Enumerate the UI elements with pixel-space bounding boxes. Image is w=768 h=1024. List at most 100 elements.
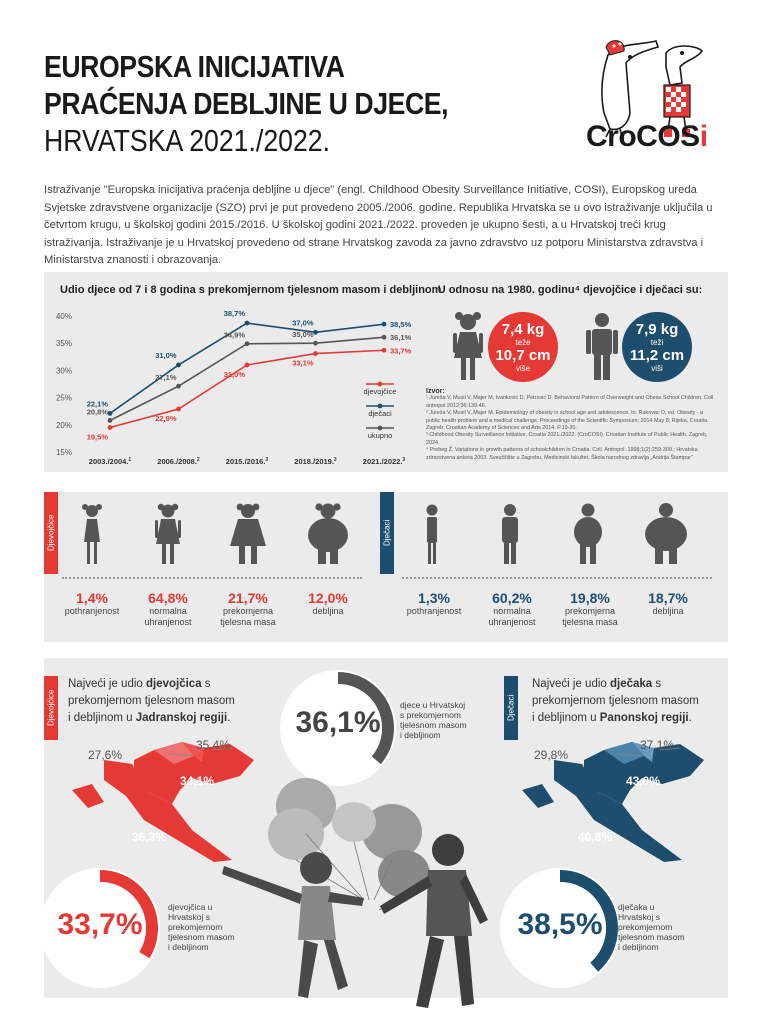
girls-region-3-pct: 34,1% xyxy=(180,774,215,788)
girls-region-2-pct: 35,4% xyxy=(196,738,231,752)
girls-divider xyxy=(62,577,362,579)
boys-total-pct: 38,5% xyxy=(517,908,603,941)
x-tick-label: 2003./2004.1 xyxy=(89,457,132,466)
data-point xyxy=(381,321,387,327)
boys-region-4-pct: 40,8% xyxy=(578,830,613,844)
boys-region-2-pct: 37,1% xyxy=(640,738,675,752)
boys-croatia-map xyxy=(522,742,704,862)
data-label: 31,0% xyxy=(155,351,177,360)
series-line-ukupno xyxy=(109,336,385,422)
boys-regional-text: Najveći je udio dječaka s prekomjernom t… xyxy=(532,678,699,724)
data-point xyxy=(313,351,318,356)
source-item: ¹ Jureša V, Musil V, Majer M, Ivanković … xyxy=(426,395,714,409)
girls-total-desc: djevojčica u Hrvatskoj s prekomjernom tj… xyxy=(168,902,235,952)
data-point xyxy=(107,425,113,430)
boy-silhouette-icon xyxy=(586,313,618,380)
girls-total-pct: 33,7% xyxy=(57,908,143,941)
boys-normal-label: normalna uhranjenost xyxy=(488,606,536,627)
data-point xyxy=(381,347,387,353)
sources-heading: Izvor: xyxy=(426,388,445,395)
y-tick-label: 35% xyxy=(56,339,72,348)
data-point xyxy=(176,362,181,368)
boys-overweight-pct: 19,8% xyxy=(570,590,610,606)
y-tick-label: 15% xyxy=(56,448,72,457)
data-label: 33,1% xyxy=(292,359,314,368)
compare-title: U odnosu na 1980. godinu⁴ djevojčice i d… xyxy=(437,284,703,296)
crocosi-logo-text: CroCOSi xyxy=(586,120,708,153)
legend-label: djevojčice xyxy=(364,387,397,396)
legend-marker xyxy=(377,381,383,387)
girls-obesity-pct: 12,0% xyxy=(308,590,348,606)
girls-normal-label: normalna uhranjenost xyxy=(144,606,192,627)
data-point xyxy=(176,406,181,412)
legend-label: dječaci xyxy=(368,409,392,418)
girls-ring-chart xyxy=(40,868,160,988)
legend-marker xyxy=(377,425,383,431)
x-tick-label: 2021./2022.3 xyxy=(363,457,406,466)
y-tick-label: 20% xyxy=(56,421,72,430)
data-point xyxy=(381,334,387,340)
y-tick-label: 40% xyxy=(56,312,72,321)
title-line-3: HRVATSKA 2021./2022. xyxy=(44,123,331,158)
data-label: 33,7% xyxy=(390,346,412,355)
data-label: 19,5% xyxy=(87,433,109,442)
data-label: 27,1% xyxy=(155,373,177,382)
data-label: 38,5% xyxy=(390,320,412,329)
boys-overweight-label: prekomjerna tjelesna masa xyxy=(562,606,618,627)
sources-list: Izvor: ¹ Jureša V, Musil V, Majer M, Iva… xyxy=(426,388,716,462)
data-label: 38,7% xyxy=(224,309,246,318)
girls-body-shapes-icons xyxy=(82,503,348,564)
girls-regional-text: Najveći je udio djevojčica s prekomjerno… xyxy=(68,678,235,724)
boys-tab-label: Dječaci xyxy=(380,492,394,574)
intro-paragraph: Istraživanje "Europska inicijativa praće… xyxy=(44,184,713,266)
girls-region-4-pct: 36,3% xyxy=(132,830,167,844)
source-item: ⁴ Prebeg Ž. Variations in growth pattern… xyxy=(426,447,698,461)
data-label: 34,9% xyxy=(224,331,246,340)
x-tick-label: 2018./2019.3 xyxy=(294,457,337,466)
data-point xyxy=(244,341,250,347)
crocosi-mascot-logo xyxy=(601,40,704,138)
boys-region-1-pct: 29,8% xyxy=(534,748,569,762)
series-line-djevojčice xyxy=(109,349,385,429)
children-balloons-photo xyxy=(222,778,488,1008)
data-label: 36,1% xyxy=(390,333,412,342)
trend-line-chart: 15% 20% 25% 30% 35% 40% 2003./2004.1 2006./2008… xyxy=(56,309,412,466)
girls-overweight-label: prekomjerna tjelesna masa xyxy=(220,606,276,627)
boys-total-desc: dječaka u Hrvatskoj s prekomjernom tjele… xyxy=(618,902,685,952)
y-tick-label: 25% xyxy=(56,394,72,403)
data-point xyxy=(313,329,318,335)
data-point xyxy=(176,383,181,389)
x-tick-label: 2015./2016.3 xyxy=(226,457,269,466)
girls-overweight-pct: 21,7% xyxy=(228,590,268,606)
girls-underweight-label: pothranjenost xyxy=(64,606,120,616)
boys-obesity-label: debljina xyxy=(652,606,684,616)
title-line-1: EUROPSKA INICIJATIVA xyxy=(44,49,345,84)
girls-obesity-label: debljina xyxy=(312,606,344,616)
data-point xyxy=(244,362,250,368)
data-label: 37,0% xyxy=(292,318,314,327)
girls-normal-pct: 64,8% xyxy=(148,590,188,606)
data-label: 22,9% xyxy=(155,414,177,423)
total-ring-chart xyxy=(280,670,396,786)
legend-marker xyxy=(377,403,383,409)
girls-underweight-pct: 1,4% xyxy=(76,590,108,606)
boys-ring-chart xyxy=(500,868,620,988)
girl-silhouette-icon xyxy=(453,312,483,380)
trend-panel xyxy=(44,272,728,472)
boys-underweight-pct: 1,3% xyxy=(418,590,450,606)
data-point xyxy=(244,320,250,326)
croatia-maps xyxy=(72,742,704,862)
x-tick-label: 2006./2008.2 xyxy=(157,457,200,466)
boys-growth-bubble: 7,9 kg teži 11,2 cm viši xyxy=(622,312,692,382)
y-tick-label: 30% xyxy=(56,366,72,375)
page-title: EUROPSKA INICIJATIVA PRAĆENJA DEBLJINE U… xyxy=(44,48,504,159)
total-pct: 36,1% xyxy=(295,706,381,739)
data-label: 35,0% xyxy=(292,330,314,339)
source-item: ² Jureša V, Musil V, Majer M. Epidemiolo… xyxy=(426,410,709,432)
boys-body-shapes-icons xyxy=(426,503,687,564)
data-label: 31,0% xyxy=(224,370,246,379)
data-point xyxy=(107,418,113,423)
girls-tab-label: Djevojčice xyxy=(44,492,58,574)
total-desc: djece u Hrvatskoj s prekomjernom tjelesn… xyxy=(400,700,467,740)
girls-growth-bubble: 7,4 kg teže 10,7 cm više xyxy=(488,312,558,382)
